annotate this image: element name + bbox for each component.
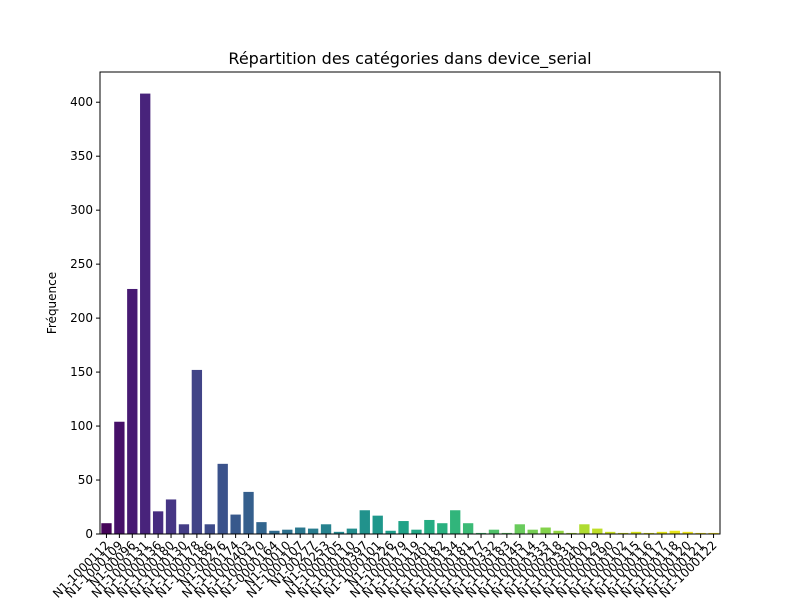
bar xyxy=(437,523,448,534)
bar xyxy=(230,514,241,534)
bar xyxy=(398,521,409,534)
bar xyxy=(307,528,319,534)
y-tick-label: 400 xyxy=(70,95,93,109)
bar xyxy=(462,523,474,534)
bar xyxy=(682,531,693,534)
bar xyxy=(617,532,629,534)
y-tick-label: 300 xyxy=(70,203,93,217)
bar xyxy=(695,532,706,534)
y-tick-label: 200 xyxy=(70,311,93,325)
bar xyxy=(178,524,190,534)
bar xyxy=(514,524,525,534)
bar xyxy=(424,519,435,534)
bar xyxy=(269,530,280,534)
bar xyxy=(385,530,396,534)
bar xyxy=(243,491,254,534)
bar xyxy=(656,531,668,534)
bar xyxy=(346,528,358,534)
bar xyxy=(540,527,551,534)
bar xyxy=(450,510,461,534)
bar xyxy=(566,532,577,534)
bar xyxy=(527,529,538,534)
bar xyxy=(282,529,293,534)
bar xyxy=(708,532,719,534)
bar xyxy=(152,511,164,534)
bar xyxy=(333,531,345,534)
bar xyxy=(140,93,151,535)
bar xyxy=(553,530,564,534)
bar xyxy=(295,527,306,534)
chart-title: Répartition des catégories dans device_s… xyxy=(228,49,591,69)
y-tick-label: 150 xyxy=(70,365,93,379)
y-tick-label: 100 xyxy=(70,419,93,433)
bar xyxy=(579,524,590,534)
bar xyxy=(411,529,422,534)
bar xyxy=(643,532,655,534)
bar xyxy=(501,532,513,534)
bar xyxy=(592,528,603,534)
bar xyxy=(669,530,680,534)
y-tick-label: 350 xyxy=(70,149,93,163)
bar xyxy=(256,522,267,534)
y-tick-label: 50 xyxy=(78,473,93,487)
bar xyxy=(217,463,228,534)
bar xyxy=(114,421,125,534)
y-axis-label: Fréquence xyxy=(45,272,59,334)
bar xyxy=(127,288,138,534)
bar xyxy=(320,524,332,534)
y-tick-label: 0 xyxy=(85,527,93,541)
bar xyxy=(359,510,370,534)
bar xyxy=(475,532,487,534)
bar xyxy=(372,515,383,534)
y-tick-label: 250 xyxy=(70,257,93,271)
bar xyxy=(630,531,642,534)
bar xyxy=(165,499,177,534)
bar xyxy=(488,529,500,534)
bar xyxy=(605,531,616,534)
bar xyxy=(101,523,112,534)
plot-frame xyxy=(99,71,721,535)
bar xyxy=(191,369,203,534)
bar xyxy=(204,524,215,534)
